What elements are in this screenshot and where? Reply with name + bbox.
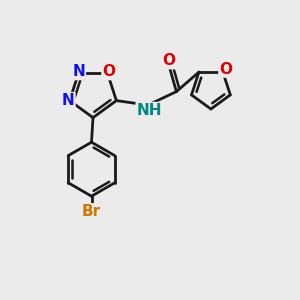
Text: O: O <box>103 64 116 79</box>
Text: O: O <box>162 53 176 68</box>
Text: N: N <box>72 64 85 79</box>
Text: Br: Br <box>82 204 101 219</box>
Text: N: N <box>62 93 74 108</box>
Text: NH: NH <box>136 103 162 118</box>
Text: O: O <box>219 61 232 76</box>
